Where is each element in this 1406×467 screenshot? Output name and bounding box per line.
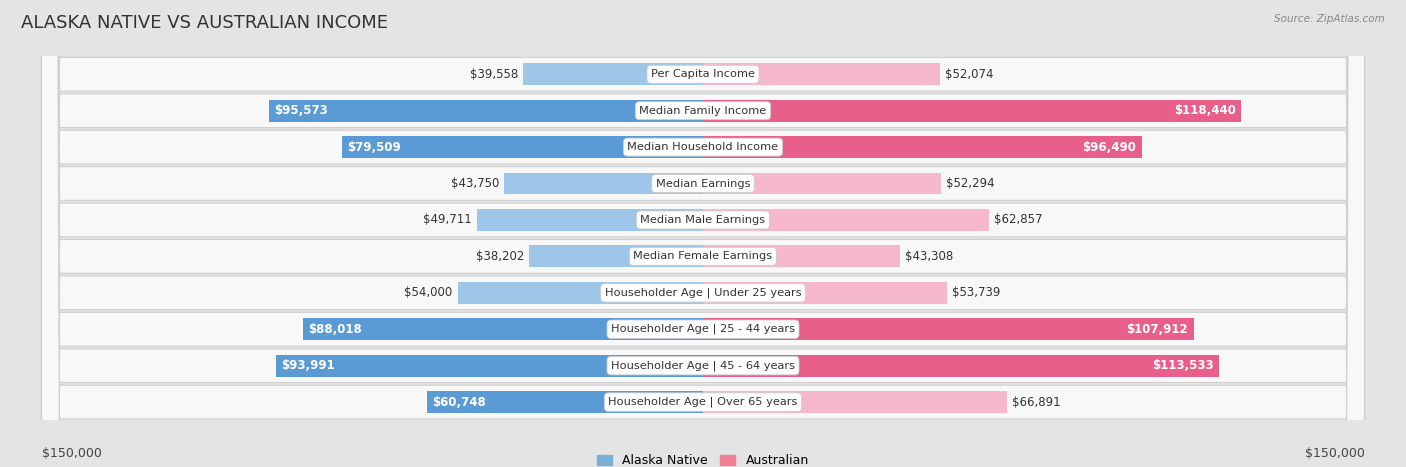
Text: Householder Age | Over 65 years: Householder Age | Over 65 years <box>609 397 797 407</box>
Bar <box>477 209 703 231</box>
FancyBboxPatch shape <box>42 0 1364 467</box>
Text: $96,490: $96,490 <box>1083 141 1136 154</box>
FancyBboxPatch shape <box>42 0 1364 467</box>
FancyBboxPatch shape <box>42 0 1364 467</box>
Bar <box>342 136 703 158</box>
Text: $93,991: $93,991 <box>281 359 335 372</box>
Bar <box>276 355 703 376</box>
Text: Per Capita Income: Per Capita Income <box>651 69 755 79</box>
Text: Median Household Income: Median Household Income <box>627 142 779 152</box>
Text: Householder Age | Under 25 years: Householder Age | Under 25 years <box>605 288 801 298</box>
FancyBboxPatch shape <box>42 0 1364 467</box>
FancyBboxPatch shape <box>42 0 1364 467</box>
Text: $53,739: $53,739 <box>952 286 1001 299</box>
Text: Householder Age | 25 - 44 years: Householder Age | 25 - 44 years <box>612 324 794 334</box>
Text: $113,533: $113,533 <box>1152 359 1213 372</box>
Text: $66,891: $66,891 <box>1012 396 1060 409</box>
Text: $62,857: $62,857 <box>994 213 1042 226</box>
Bar <box>427 391 703 413</box>
Bar <box>703 246 900 267</box>
Text: $79,509: $79,509 <box>347 141 401 154</box>
Legend: Alaska Native, Australian: Alaska Native, Australian <box>592 449 814 467</box>
Text: $88,018: $88,018 <box>308 323 363 336</box>
Text: $43,750: $43,750 <box>451 177 499 190</box>
Text: Source: ZipAtlas.com: Source: ZipAtlas.com <box>1274 14 1385 24</box>
Bar <box>703 64 939 85</box>
Bar <box>703 318 1194 340</box>
FancyBboxPatch shape <box>42 0 1364 467</box>
Text: $49,711: $49,711 <box>423 213 472 226</box>
Text: $118,440: $118,440 <box>1174 104 1236 117</box>
Bar <box>703 209 988 231</box>
Text: Median Female Earnings: Median Female Earnings <box>634 251 772 262</box>
Bar <box>703 136 1142 158</box>
Bar <box>529 246 703 267</box>
Bar <box>523 64 703 85</box>
Text: $150,000: $150,000 <box>1305 446 1364 460</box>
Bar <box>703 282 948 304</box>
Text: $107,912: $107,912 <box>1126 323 1188 336</box>
Text: Median Family Income: Median Family Income <box>640 106 766 116</box>
Text: $52,074: $52,074 <box>945 68 993 81</box>
Bar <box>703 391 1007 413</box>
Text: Median Earnings: Median Earnings <box>655 178 751 189</box>
Bar <box>703 100 1241 121</box>
Text: $39,558: $39,558 <box>470 68 519 81</box>
Text: $38,202: $38,202 <box>477 250 524 263</box>
Bar <box>457 282 703 304</box>
Text: $60,748: $60,748 <box>432 396 486 409</box>
Text: $54,000: $54,000 <box>405 286 453 299</box>
FancyBboxPatch shape <box>42 0 1364 467</box>
Bar <box>703 173 941 194</box>
Text: $150,000: $150,000 <box>42 446 101 460</box>
Bar <box>302 318 703 340</box>
Text: $43,308: $43,308 <box>904 250 953 263</box>
Text: Median Male Earnings: Median Male Earnings <box>641 215 765 225</box>
FancyBboxPatch shape <box>42 0 1364 467</box>
FancyBboxPatch shape <box>42 0 1364 467</box>
Bar <box>269 100 703 121</box>
Text: ALASKA NATIVE VS AUSTRALIAN INCOME: ALASKA NATIVE VS AUSTRALIAN INCOME <box>21 14 388 32</box>
Text: Householder Age | 45 - 64 years: Householder Age | 45 - 64 years <box>612 361 794 371</box>
Bar <box>505 173 703 194</box>
Bar <box>703 355 1219 376</box>
FancyBboxPatch shape <box>42 0 1364 467</box>
Text: $95,573: $95,573 <box>274 104 328 117</box>
Text: $52,294: $52,294 <box>945 177 994 190</box>
